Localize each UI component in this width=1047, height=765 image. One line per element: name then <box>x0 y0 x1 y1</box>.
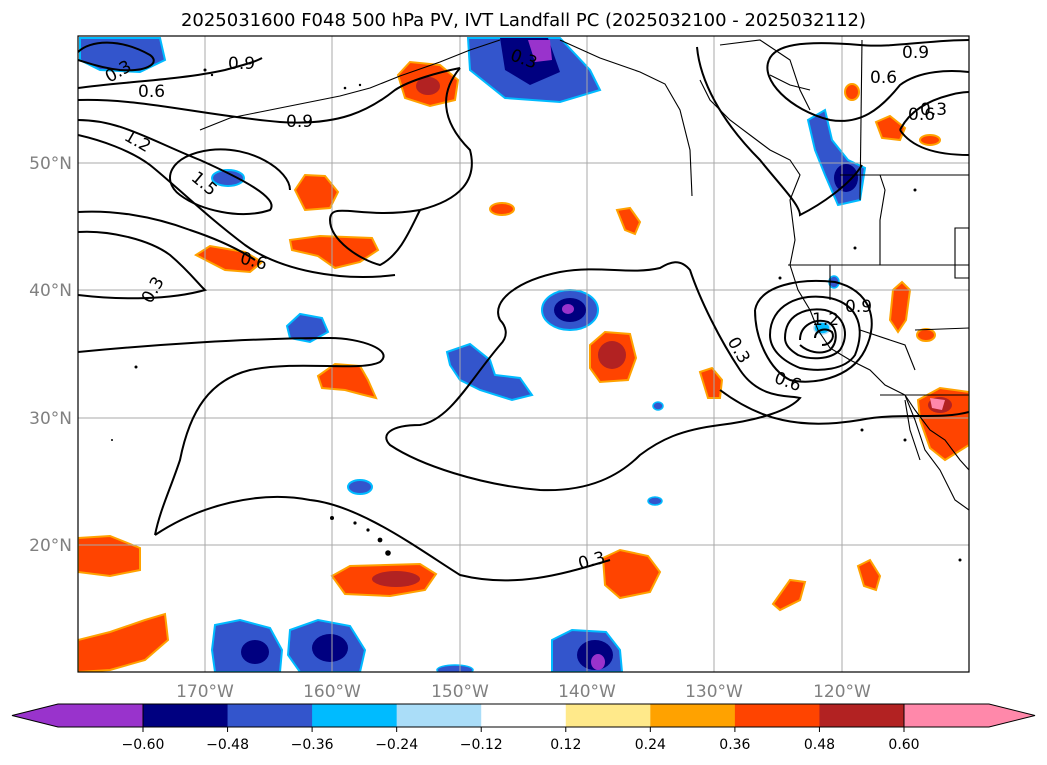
contour-label: 1.2 <box>812 310 839 330</box>
lat-label: 30°N <box>29 409 72 429</box>
colorbar-tick-label: 0.48 <box>804 737 835 753</box>
colorbar-tick-label: 0.60 <box>888 737 919 753</box>
map-title: 2025031600 F048 500 hPa PV, IVT Landfall… <box>180 10 867 31</box>
colorbar-segment <box>819 704 905 727</box>
lon-label: 160°W <box>303 682 361 702</box>
colorbar-tick-label: −0.12 <box>460 737 503 753</box>
pv-negative-blob <box>445 342 534 402</box>
pv-shading-layer <box>78 37 969 672</box>
colorbar-segment <box>12 704 143 727</box>
pv-negative-blob <box>647 496 663 506</box>
pv-positive-blob <box>293 173 340 212</box>
colorbar-segment <box>481 704 567 727</box>
pv-positive-blob <box>78 612 170 672</box>
contour-label: 0.6 <box>908 105 935 125</box>
colorbar-tick-label: −0.36 <box>291 737 334 753</box>
pv-positive-blob <box>698 366 724 399</box>
latitude-labels: 50°N 40°N 30°N 20°N <box>29 154 72 556</box>
pv-positive-blob <box>615 206 642 236</box>
pv-negative-blob <box>436 664 474 672</box>
lon-label: 120°W <box>813 682 871 702</box>
pv-negative-blob <box>528 40 552 62</box>
lon-label: 170°W <box>176 682 234 702</box>
pv-negative-blob <box>211 169 245 187</box>
contour-label: 0.9 <box>228 54 255 74</box>
pv-positive-blob <box>601 548 662 600</box>
longitude-labels: 170°W 160°W 150°W 140°W 130°W 120°W <box>176 682 871 702</box>
lat-label: 40°N <box>29 281 72 301</box>
lat-label: 20°N <box>29 536 72 556</box>
colorbar-segment <box>904 704 1035 727</box>
colorbar-tick-label: −0.24 <box>375 737 418 753</box>
colorbar-tick-label: −0.48 <box>206 737 249 753</box>
colorbar-tick-label: 0.36 <box>719 737 750 753</box>
lon-label: 140°W <box>558 682 616 702</box>
colorbar-tick-label: 0.12 <box>550 737 581 753</box>
pv-positive-blob <box>78 534 141 578</box>
contour-label: 0.9 <box>845 297 872 317</box>
contour-label: 0.9 <box>902 43 929 63</box>
colorbar-segment <box>143 704 229 727</box>
colorbar-tick-label: 0.24 <box>635 737 666 753</box>
pv-negative-blob <box>652 401 664 411</box>
colorbar-tick-label: −0.60 <box>122 737 165 753</box>
pv-negative-blob <box>347 479 373 495</box>
pv-positive-blob <box>771 578 807 612</box>
contour-label: 0.6 <box>870 68 897 88</box>
pv-positive-blob <box>888 280 912 334</box>
map-frame <box>77 35 970 673</box>
colorbar-segment <box>565 704 651 727</box>
pv-positive-blob <box>856 558 882 592</box>
pv-positive-blob <box>194 244 264 274</box>
colorbar-segment <box>650 704 736 727</box>
contour-label: 0.6 <box>138 82 165 102</box>
colorbar-segment <box>227 704 313 727</box>
lon-label: 150°W <box>431 682 489 702</box>
colorbar: −0.60 −0.48 −0.36 −0.24 −0.12 0.12 0.24 0.36 0.4… <box>11 703 1036 753</box>
colorbar-segment <box>734 704 820 727</box>
pv-contours <box>78 39 969 582</box>
pv-positive-blob <box>844 83 860 101</box>
lon-label: 130°W <box>685 682 743 702</box>
colorbar-segment <box>312 704 398 727</box>
islands <box>111 68 962 562</box>
pv-positive-blob <box>489 202 515 216</box>
pv-positive-blob <box>916 328 936 342</box>
colorbar-segment <box>396 704 482 727</box>
pv-positive-blob <box>919 134 941 146</box>
contour-label: 0.9 <box>286 112 313 132</box>
contour-label: 0.3 <box>920 100 947 120</box>
lat-label: 50°N <box>29 154 72 174</box>
